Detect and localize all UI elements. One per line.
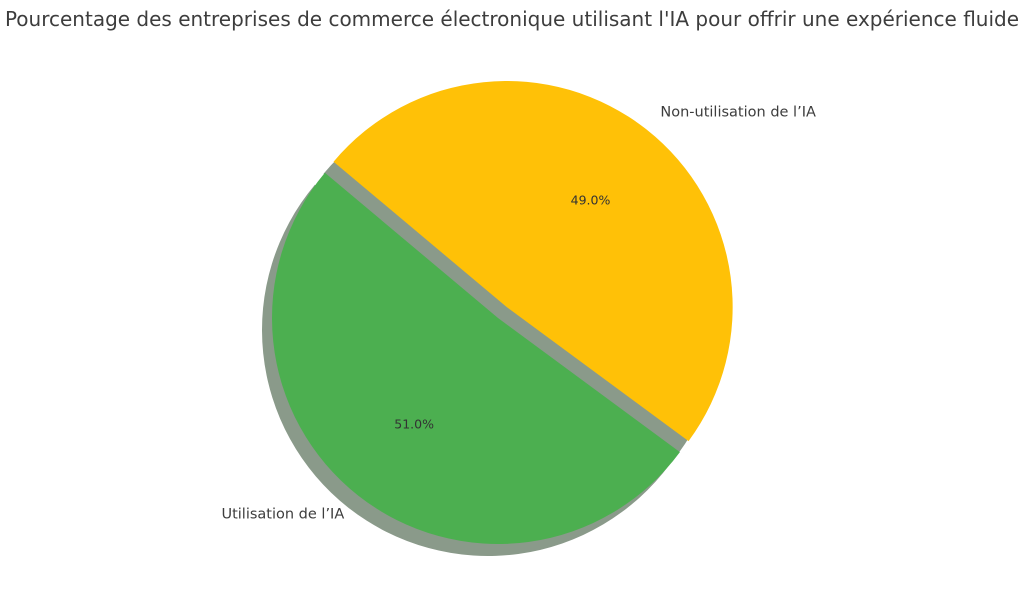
chart-title: Pourcentage des entreprises de commerce … (5, 7, 1019, 31)
percent-label-utilisation-de-l-ia: 51.0% (394, 417, 434, 432)
category-label-non-utilisation-de-l-ia: Non-utilisation de l’IA (660, 105, 816, 121)
slice-non-utilisation-de-l-ia (333, 80, 733, 442)
category-label-utilisation-de-l-ia: Utilisation de l’IA (221, 506, 344, 522)
pie-slices (271, 80, 733, 545)
pie-labels: Utilisation de l’IA 51.0% Non-utilisation … (221, 105, 815, 523)
slice-utilisation-de-l-ia (271, 172, 680, 545)
percent-label-non-utilisation-de-l-ia: 49.0% (571, 192, 611, 207)
